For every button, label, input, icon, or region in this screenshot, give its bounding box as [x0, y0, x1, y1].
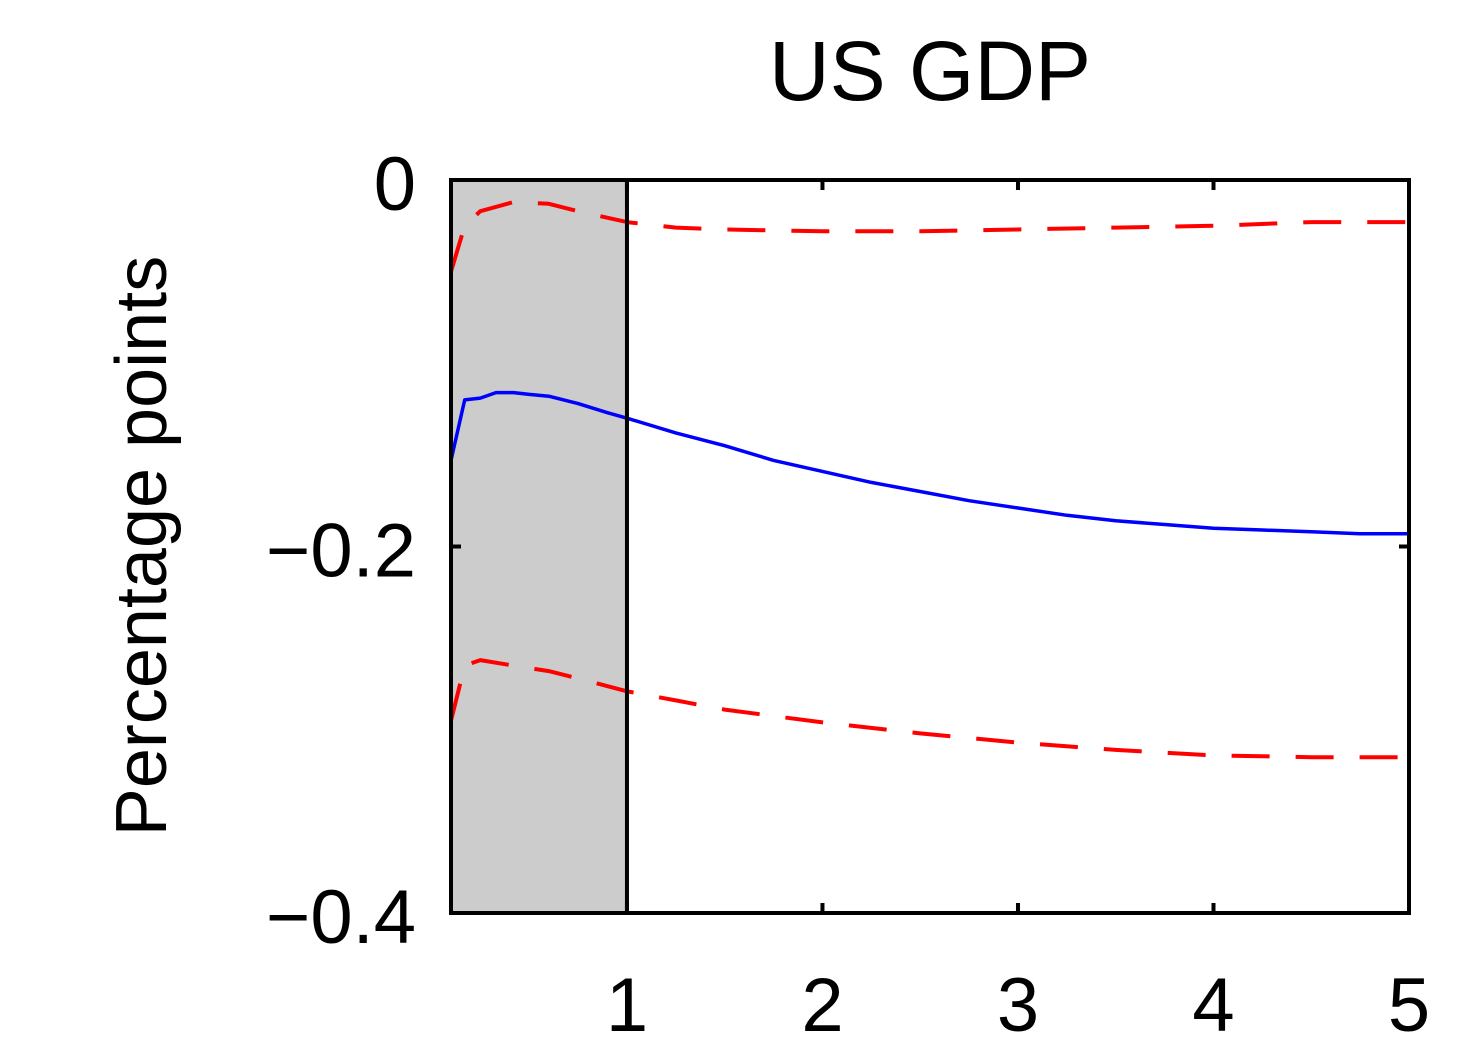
series-line-upper-band	[451, 200, 1409, 273]
x-tick-label: 2	[801, 963, 843, 1048]
x-tick-label: 1	[606, 963, 648, 1048]
series-layer	[451, 200, 1409, 760]
x-tick-label: 4	[1192, 963, 1234, 1048]
x-axis: 1 2 3 4 5	[606, 180, 1430, 1048]
y-axis: 0 −0.2 −0.4	[266, 142, 1409, 960]
y-tick-label: −0.4	[266, 875, 416, 960]
y-axis-label: Percentage points	[102, 256, 182, 836]
chart-title: US GDP	[769, 24, 1091, 118]
shaded-region	[451, 180, 627, 913]
x-tick-label: 3	[997, 963, 1039, 1048]
y-tick-label: −0.2	[266, 509, 416, 594]
series-line-estimate	[451, 390, 1409, 536]
plot-area	[449, 178, 1411, 915]
y-tick-label: 0	[374, 142, 416, 227]
x-tick-label: 5	[1388, 963, 1430, 1048]
series-line-lower-band	[451, 658, 1409, 760]
